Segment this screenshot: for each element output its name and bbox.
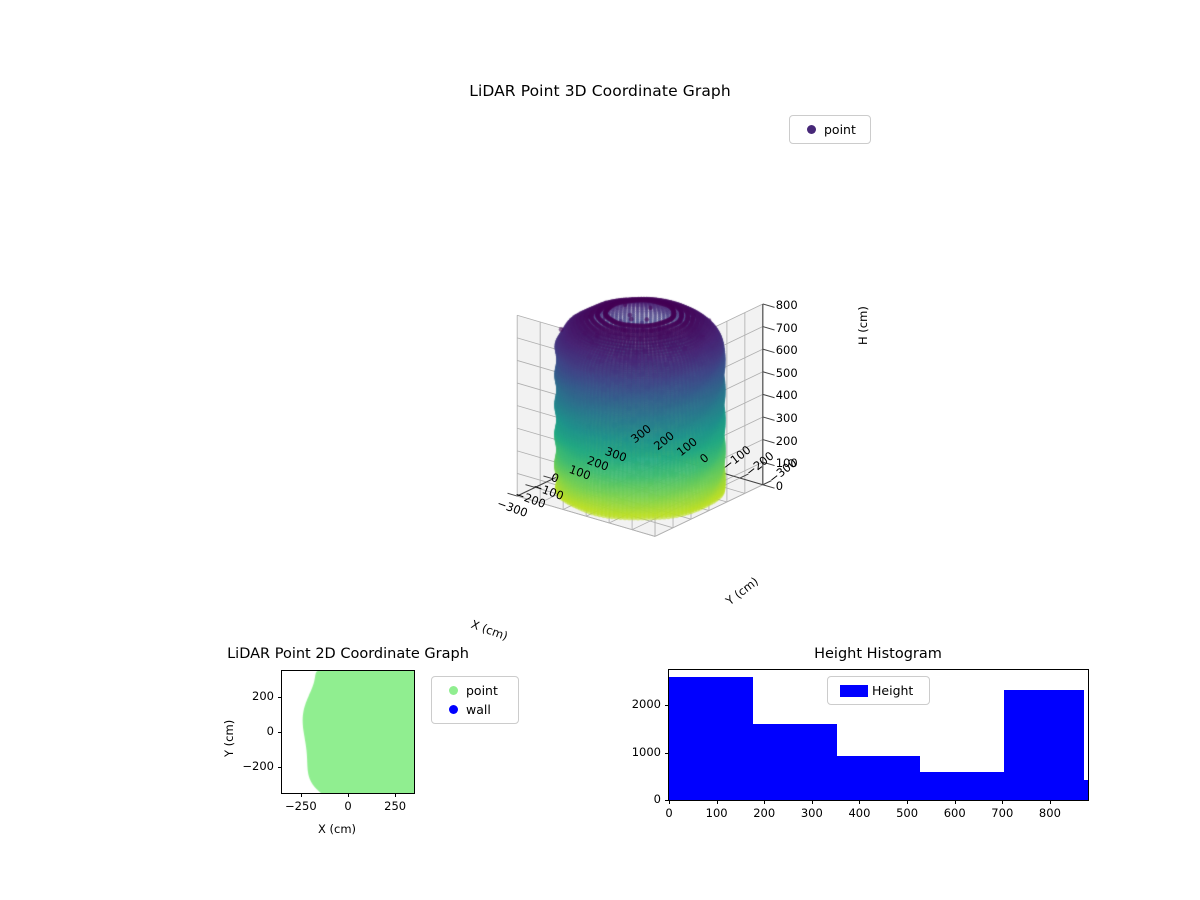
plot3d-z-ticklabel: 800 [776, 298, 798, 312]
plot2d-point-cloud [282, 671, 414, 793]
matplotlib-figure: LiDAR Point 3D Coordinate Graph point X … [0, 0, 1200, 900]
histogram-x-ticklabel: 700 [991, 806, 1013, 820]
histogram-x-ticklabel: 200 [753, 806, 775, 820]
plot2d-y-ticklabel: 200 [252, 689, 274, 703]
legend-label: point [824, 122, 856, 137]
point-marker-icon [440, 686, 466, 695]
plot3d-zaxis-label: H (cm) [856, 306, 870, 345]
plot2d-title: LiDAR Point 2D Coordinate Graph [208, 646, 488, 662]
histogram-y-ticklabel: 2000 [632, 697, 661, 711]
histogram-x-ticklabel: 0 [665, 806, 672, 820]
plot2d-x-ticklabel: 0 [344, 799, 351, 813]
histogram-bar [753, 724, 837, 800]
histogram-x-tickmark [812, 800, 813, 804]
histogram-x-tickmark [1002, 800, 1003, 804]
plot2d-y-ticklabel: −200 [242, 759, 274, 773]
plot3d-z-ticklabel: 100 [776, 456, 798, 470]
point-marker-icon [798, 125, 824, 134]
histogram-x-ticklabel: 300 [801, 806, 823, 820]
plot2d-y-tickmark [278, 697, 282, 698]
plot3d-z-ticklabel: 0 [776, 479, 783, 493]
height-patch-icon [836, 685, 872, 697]
histogram-y-tickmark [665, 753, 669, 754]
plot3d-z-ticklabel: 600 [776, 343, 798, 357]
histogram-x-tickmark [764, 800, 765, 804]
plot2d-y-ticklabel: 0 [267, 724, 274, 738]
histogram-y-tickmark [665, 705, 669, 706]
histogram-x-tickmark [1050, 800, 1051, 804]
histogram-x-ticklabel: 800 [1039, 806, 1061, 820]
histogram-x-ticklabel: 100 [706, 806, 728, 820]
plot3d-z-ticklabel: 400 [776, 388, 798, 402]
plot3d-point-cloud [330, 100, 950, 660]
legend-item-height: Height [836, 681, 921, 700]
histogram-x-tickmark [859, 800, 860, 804]
plot2d-x-ticklabel: −250 [285, 799, 317, 813]
plot2d-x-tickmark [301, 793, 302, 797]
plot2d-legend: point wall [431, 676, 519, 724]
plot3d-z-ticklabel: 200 [776, 434, 798, 448]
histogram-bar [920, 772, 1004, 800]
legend-item-point: point [440, 681, 510, 700]
histogram-x-tickmark [955, 800, 956, 804]
legend-item-point: point [798, 120, 862, 139]
plot3d-z-ticklabel: 700 [776, 321, 798, 335]
plot2d-x-tickmark [395, 793, 396, 797]
histogram-bar [1004, 690, 1084, 800]
plot3d-z-ticklabel: 300 [776, 411, 798, 425]
histogram-x-tickmark [717, 800, 718, 804]
plot3d-title: LiDAR Point 3D Coordinate Graph [0, 82, 1200, 100]
plot2d-x-ticklabel: 250 [384, 799, 406, 813]
plot2d-x-tickmark [348, 793, 349, 797]
plot3d-z-ticklabel: 500 [776, 366, 798, 380]
histogram-title: Height Histogram [738, 646, 1018, 662]
histogram-x-ticklabel: 400 [848, 806, 870, 820]
legend-label: wall [466, 702, 491, 717]
plot2d-y-tickmark [278, 732, 282, 733]
legend-label: point [466, 683, 498, 698]
histogram-bar [837, 756, 921, 800]
histogram-x-tickmark [669, 800, 670, 804]
histogram-y-tickmark [665, 800, 669, 801]
histogram-bar [669, 677, 753, 800]
lidar-2d-axes [281, 670, 415, 794]
histogram-bar [1084, 780, 1088, 800]
plot2d-xaxis-label: X (cm) [318, 822, 356, 836]
plot2d-y-tickmark [278, 767, 282, 768]
plot2d-yaxis-label: Y (cm) [222, 720, 236, 757]
legend-label: Height [872, 683, 913, 698]
histogram-x-ticklabel: 600 [944, 806, 966, 820]
histogram-legend: Height [827, 676, 930, 705]
histogram-x-ticklabel: 500 [896, 806, 918, 820]
histogram-y-ticklabel: 0 [654, 792, 661, 806]
legend-item-wall: wall [440, 700, 510, 719]
histogram-y-ticklabel: 1000 [632, 745, 661, 759]
plot3d-legend: point [789, 115, 871, 144]
lidar-3d-axes [330, 100, 950, 660]
wall-marker-icon [440, 705, 466, 714]
histogram-x-tickmark [907, 800, 908, 804]
